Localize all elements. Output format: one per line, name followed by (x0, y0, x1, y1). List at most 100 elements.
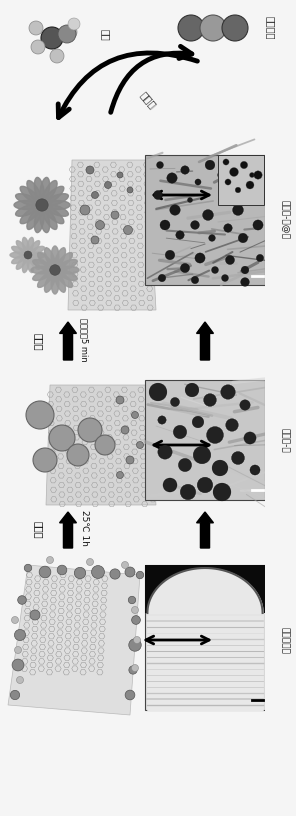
Circle shape (240, 162, 248, 169)
Circle shape (225, 179, 231, 185)
Text: 甲醇: 甲醇 (100, 29, 110, 41)
Circle shape (158, 274, 166, 282)
Circle shape (244, 432, 256, 444)
Circle shape (192, 416, 204, 428)
Circle shape (224, 224, 232, 233)
Ellipse shape (34, 208, 44, 233)
Circle shape (160, 220, 170, 230)
Circle shape (125, 567, 135, 577)
Circle shape (131, 411, 139, 419)
Circle shape (200, 15, 226, 41)
Circle shape (204, 393, 216, 406)
Bar (218, 155, 264, 205)
Circle shape (121, 426, 129, 434)
Ellipse shape (20, 186, 40, 204)
Text: 电嵔化: 电嵔化 (138, 90, 158, 110)
Circle shape (212, 267, 218, 273)
Circle shape (24, 251, 32, 259)
Circle shape (241, 266, 249, 274)
Polygon shape (8, 565, 140, 715)
Circle shape (193, 446, 211, 463)
Circle shape (15, 646, 22, 654)
Ellipse shape (44, 193, 68, 206)
Text: 石墨烯-锃@锃: 石墨烯-锃@锃 (281, 201, 289, 240)
FancyArrow shape (59, 322, 76, 360)
Ellipse shape (30, 255, 44, 264)
Circle shape (50, 264, 60, 275)
Circle shape (213, 483, 231, 501)
Circle shape (221, 274, 229, 282)
Ellipse shape (57, 266, 79, 274)
Circle shape (132, 615, 140, 624)
Ellipse shape (45, 201, 70, 210)
Circle shape (202, 210, 213, 220)
Circle shape (226, 419, 238, 432)
Circle shape (96, 220, 104, 229)
Ellipse shape (34, 177, 44, 202)
Circle shape (153, 190, 163, 200)
Circle shape (123, 225, 133, 234)
Ellipse shape (57, 269, 77, 281)
Circle shape (41, 27, 63, 49)
Circle shape (80, 205, 90, 215)
Ellipse shape (29, 256, 40, 269)
Text: 25℃ 1h: 25℃ 1h (80, 510, 89, 546)
Circle shape (191, 277, 199, 284)
Circle shape (117, 472, 123, 478)
Ellipse shape (27, 237, 33, 253)
Ellipse shape (27, 207, 42, 229)
Ellipse shape (38, 271, 54, 287)
Circle shape (136, 571, 144, 579)
Bar (145, 380, 265, 500)
Circle shape (110, 569, 120, 579)
Circle shape (127, 187, 133, 193)
Circle shape (50, 49, 64, 63)
Circle shape (222, 15, 248, 41)
Circle shape (176, 231, 184, 239)
Circle shape (129, 639, 141, 651)
Circle shape (116, 396, 124, 404)
Circle shape (12, 617, 18, 623)
Text: 石墨烯-锃: 石墨烯-锃 (281, 428, 289, 452)
Ellipse shape (38, 253, 54, 268)
Circle shape (29, 21, 43, 35)
Circle shape (248, 196, 256, 204)
Circle shape (78, 418, 102, 442)
Text: 石墨烯-锃: 石墨烯-锃 (281, 428, 289, 452)
Text: 二氧化碗: 二氧化碗 (265, 16, 275, 40)
Circle shape (180, 264, 190, 273)
Ellipse shape (14, 201, 39, 210)
Circle shape (158, 445, 172, 459)
Circle shape (178, 15, 204, 41)
Text: 氧化石墨烯: 氧化石墨烯 (281, 627, 289, 654)
Circle shape (126, 456, 134, 464)
Circle shape (129, 666, 137, 674)
Ellipse shape (51, 273, 59, 294)
Circle shape (181, 166, 189, 175)
Ellipse shape (44, 204, 68, 216)
Circle shape (256, 255, 264, 262)
Ellipse shape (56, 271, 73, 287)
Circle shape (12, 659, 24, 671)
Circle shape (195, 179, 201, 185)
Circle shape (58, 25, 76, 43)
Circle shape (209, 235, 215, 242)
Circle shape (205, 160, 215, 170)
FancyArrow shape (59, 512, 76, 548)
Circle shape (68, 18, 80, 30)
Circle shape (91, 192, 99, 198)
Circle shape (178, 459, 192, 472)
Ellipse shape (22, 257, 29, 273)
Ellipse shape (42, 180, 57, 203)
Ellipse shape (10, 252, 26, 258)
Circle shape (67, 444, 89, 466)
Ellipse shape (31, 266, 53, 274)
Text: 二氧化碗: 二氧化碗 (265, 16, 275, 40)
Ellipse shape (44, 186, 64, 204)
Circle shape (128, 596, 136, 604)
Circle shape (240, 400, 250, 410)
Ellipse shape (16, 204, 39, 216)
Circle shape (18, 596, 26, 605)
Circle shape (232, 166, 238, 171)
FancyArrow shape (197, 512, 213, 548)
